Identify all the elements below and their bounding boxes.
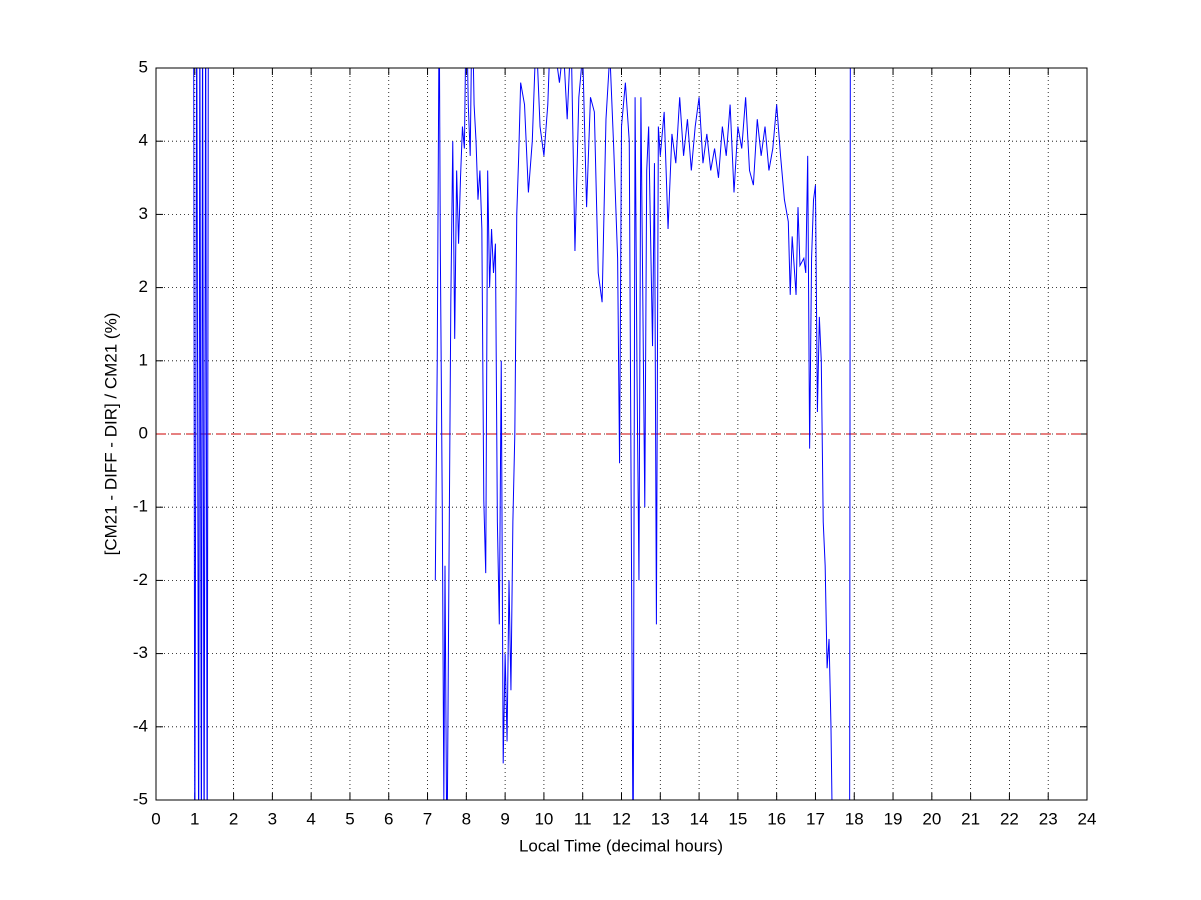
- x-tick-label: 6: [384, 809, 393, 828]
- x-tick-label: 23: [1039, 809, 1058, 828]
- x-tick-label: 21: [961, 809, 980, 828]
- x-tick-label: 17: [806, 809, 825, 828]
- y-tick-label: -1: [133, 497, 148, 516]
- x-tick-label: 20: [922, 809, 941, 828]
- x-tick-label: 11: [574, 809, 592, 828]
- x-tick-label: 1: [190, 809, 199, 828]
- y-tick-label: 4: [139, 131, 148, 150]
- x-tick-label: 13: [651, 809, 670, 828]
- x-tick-label: 24: [1078, 809, 1097, 828]
- y-tick-label: 0: [139, 423, 148, 442]
- x-tick-label: 3: [268, 809, 277, 828]
- x-tick-label: 4: [306, 809, 315, 828]
- x-tick-label: 15: [728, 809, 747, 828]
- data-line: [193, 68, 851, 800]
- y-tick-label: -4: [133, 716, 148, 735]
- x-axis-label: Local Time (decimal hours): [519, 836, 723, 855]
- x-tick-label: 9: [500, 809, 509, 828]
- x-tick-label: 12: [612, 809, 631, 828]
- x-tick-label: 14: [690, 809, 709, 828]
- x-tick-label: 8: [462, 809, 471, 828]
- y-tick-label: 2: [139, 277, 148, 296]
- x-tick-label: 0: [151, 809, 160, 828]
- plot-frame: [155, 67, 1088, 801]
- x-tick-label: 10: [534, 809, 553, 828]
- y-tick-label: -5: [133, 789, 148, 808]
- y-tick-label: 1: [139, 350, 148, 369]
- x-tick-label: 22: [1000, 809, 1019, 828]
- x-tick-label: 16: [767, 809, 786, 828]
- y-axis-label: [CM21 - DIFF - DIR] / CM21 (%): [101, 313, 120, 556]
- x-tick-label: 18: [845, 809, 864, 828]
- x-tick-label: 19: [884, 809, 903, 828]
- x-tick-label: 5: [345, 809, 354, 828]
- y-tick-label: 3: [139, 204, 148, 223]
- x-tick-label: 7: [423, 809, 432, 828]
- x-tick-label: 2: [229, 809, 238, 828]
- y-tick-label: -3: [133, 643, 148, 662]
- y-tick-label: 5: [139, 57, 148, 76]
- y-tick-label: -2: [133, 570, 148, 589]
